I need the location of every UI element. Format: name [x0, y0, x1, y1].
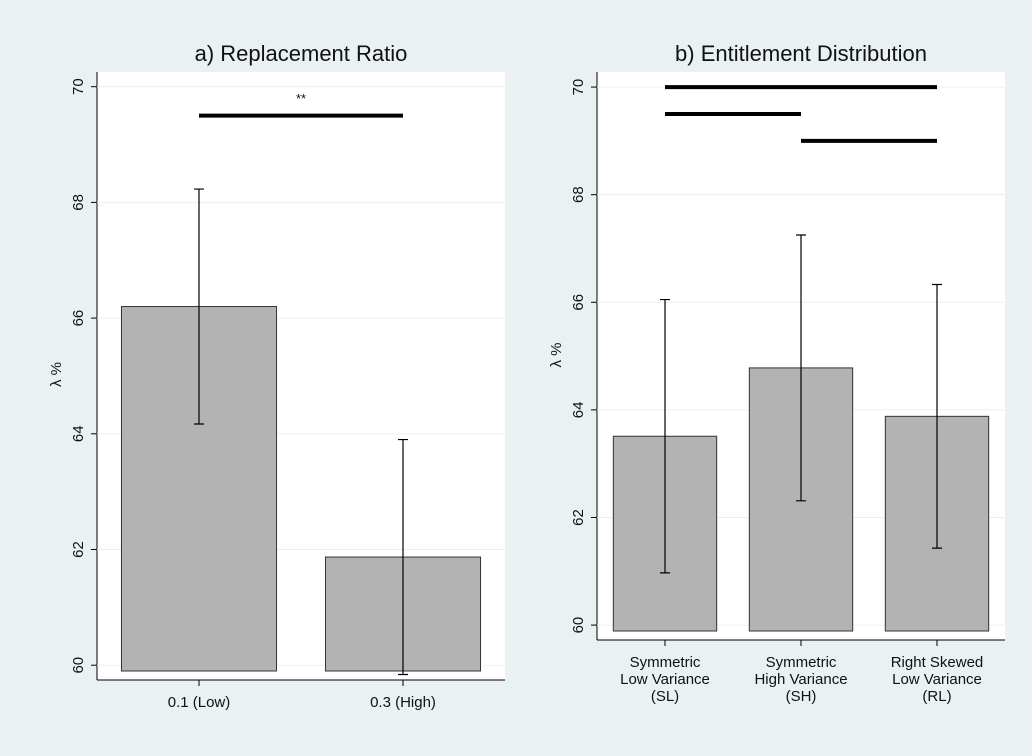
x-tick-label: Low Variance [892, 671, 982, 688]
x-tick-label: Symmetric [766, 654, 837, 671]
x-tick-label: (SH) [786, 688, 817, 705]
y-axis-label: λ % [548, 342, 565, 367]
error-bar [796, 234, 806, 502]
x-tick-label: (RL) [922, 688, 951, 705]
x-tick-label: 0.1 (Low) [168, 694, 231, 711]
x-tick-label: 0.3 (High) [370, 694, 436, 711]
chart-title: a) Replacement Ratio [195, 41, 408, 66]
y-tick-label: 68 [570, 186, 587, 203]
significance-label: ** [296, 91, 306, 106]
error-bar [660, 298, 670, 574]
chart-title: b) Entitlement Distribution [675, 41, 927, 66]
y-tick-label: 62 [570, 509, 587, 526]
y-tick-label: 64 [70, 425, 87, 442]
y-tick-label: 60 [570, 617, 587, 634]
y-tick-label: 70 [70, 78, 87, 95]
error-bar [398, 438, 408, 676]
error-bar [932, 283, 942, 549]
y-tick-label: 66 [70, 310, 87, 327]
x-tick-label: Right Skewed [891, 654, 984, 671]
y-tick-label: 62 [70, 541, 87, 558]
y-tick-label: 70 [570, 79, 587, 96]
x-tick-label: Symmetric [630, 654, 701, 671]
y-tick-label: 60 [70, 657, 87, 674]
y-tick-label: 64 [570, 402, 587, 419]
y-axis-label: λ % [48, 362, 65, 387]
x-tick-label: Low Variance [620, 671, 710, 688]
x-tick-label: High Variance [754, 671, 847, 688]
y-tick-label: 68 [70, 194, 87, 211]
x-tick-label: (SL) [651, 688, 679, 705]
y-tick-label: 66 [570, 294, 587, 311]
error-bar [194, 188, 204, 425]
